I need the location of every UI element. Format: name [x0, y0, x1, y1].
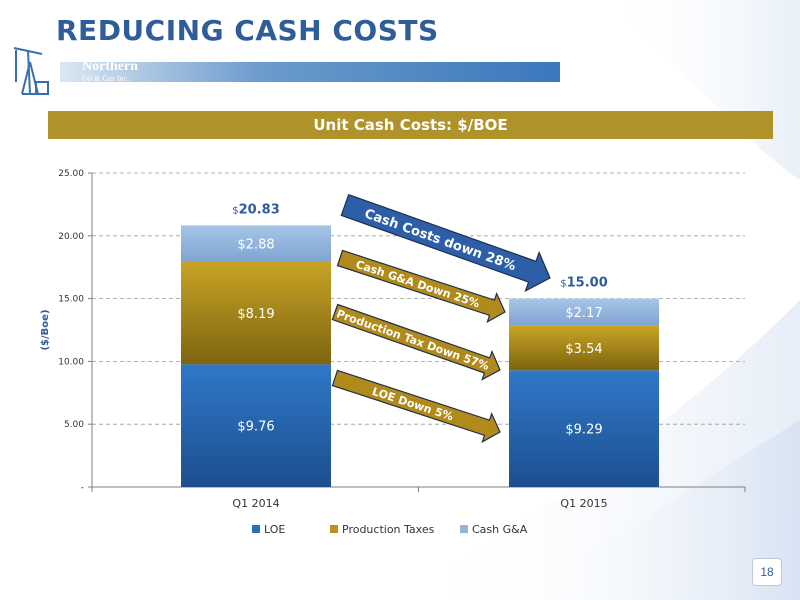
- header-bar: [60, 62, 560, 82]
- annotation-label: Cash G&A Down 25%: [354, 258, 481, 311]
- annotation-arrow: Cash Costs down 28%: [340, 193, 551, 293]
- arrow-shape: [331, 369, 501, 444]
- y-axis-label: ($/Boe): [40, 309, 51, 350]
- y-tick-label: 15.00: [58, 295, 84, 305]
- slide-title: REDUCING CASH COSTS: [56, 14, 439, 47]
- page-number: 18: [752, 558, 782, 586]
- annotation-label: Production Tax Down 57%: [335, 307, 491, 373]
- data-label: $3.54: [565, 342, 602, 357]
- legend-swatch: [460, 525, 468, 533]
- legend-swatch: [252, 525, 260, 533]
- data-label: $8.19: [237, 307, 274, 322]
- labels-layer: - 5.00 10.00 15.00 20.00 25.00 ($/Boe) $9.76 $8.…: [40, 169, 608, 536]
- x-tick-label: Q1 2014: [232, 497, 279, 510]
- logo-text: Northern Oil & Gas Inc.: [82, 60, 138, 83]
- arrow-shape: [340, 193, 551, 293]
- chart-banner: Unit Cash Costs: $/BOE: [48, 111, 773, 139]
- arrow-shape: [336, 249, 506, 324]
- legend-label: Production Taxes: [342, 523, 435, 536]
- annotation-arrow: LOE Down 5%: [331, 369, 501, 444]
- pump-jack-icon: [13, 47, 49, 95]
- arrow-shape: [331, 303, 501, 381]
- bar-segment-cash-g-a: [509, 298, 659, 326]
- logo-line2: Oil & Gas Inc.: [82, 74, 130, 83]
- legend-swatch: [330, 525, 338, 533]
- data-label: $9.29: [565, 423, 602, 438]
- company-logo: [13, 47, 49, 95]
- y-tick-label: 10.00: [58, 357, 84, 367]
- data-label: $9.76: [237, 420, 274, 435]
- bar-segment-production-taxes: [181, 261, 331, 365]
- bar-segment-cash-g-a: [181, 225, 331, 262]
- y-tick-label: 5.00: [64, 420, 84, 430]
- total-label: $20.83: [232, 202, 280, 217]
- total-label: $15.00: [560, 276, 608, 291]
- bars-layer: [181, 225, 659, 487]
- legend-label: LOE: [264, 523, 285, 536]
- data-label: $2.88: [237, 237, 274, 252]
- data-label: $2.17: [565, 306, 602, 321]
- x-tick-label: Q1 2015: [560, 497, 607, 510]
- bar-segment-production-taxes: [509, 325, 659, 371]
- bar-segment-loe: [181, 364, 331, 487]
- legend-label: Cash G&A: [472, 523, 528, 536]
- bar-segment-loe: [509, 370, 659, 487]
- y-tick-label: 25.00: [58, 169, 84, 179]
- logo-line1: Northern: [82, 59, 138, 74]
- y-tick-label: -: [81, 483, 84, 493]
- y-tick-label: 20.00: [58, 232, 84, 242]
